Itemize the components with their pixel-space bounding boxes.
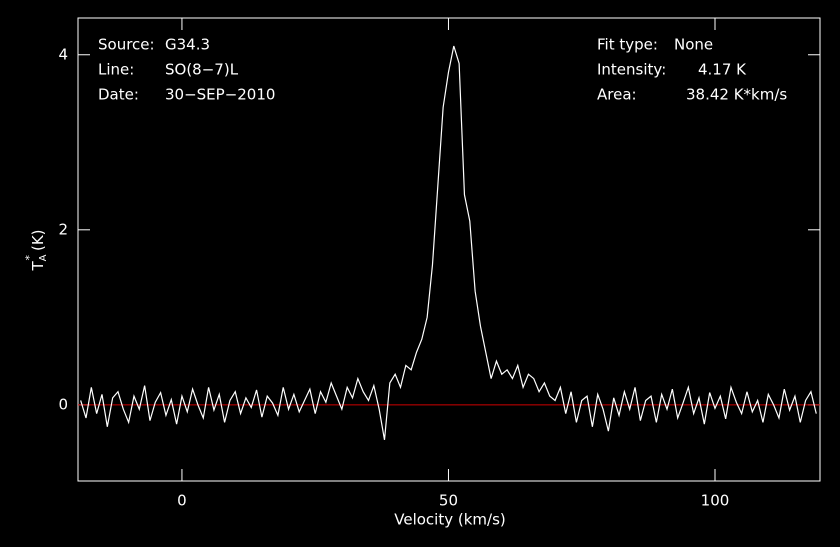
x-tick-label: 50: [439, 492, 458, 510]
info-value: 4.17 K: [698, 61, 747, 79]
x-tick-label: 100: [701, 492, 730, 510]
y-label-sup: *: [23, 255, 36, 261]
x-axis-label: Velocity (km/s): [394, 511, 505, 529]
y-label-text: TA* (K): [23, 229, 49, 271]
y-label-sub: A: [38, 254, 49, 261]
info-label: Area:: [597, 86, 637, 104]
y-tick-label: 2: [58, 220, 68, 238]
y-tick-label: 0: [58, 395, 68, 413]
info-value: 30−SEP−2010: [165, 86, 275, 104]
info-value: SO(8−7)L: [165, 61, 239, 79]
info-value: 38.42 K*km/s: [686, 86, 787, 104]
y-tick-label: 4: [58, 45, 68, 63]
info-label: Source:: [98, 36, 155, 54]
x-tick-label: 0: [177, 492, 187, 510]
info-label: Intensity:: [597, 61, 666, 79]
info-label: Date:: [98, 86, 139, 104]
info-label: Fit type:: [597, 36, 658, 54]
spectrum-line: [80, 45, 817, 440]
info-label: Line:: [98, 61, 134, 79]
y-axis-label: TA* (K): [23, 229, 49, 271]
y-label-unit: (K): [29, 229, 47, 251]
y-label-main: T: [29, 261, 47, 272]
info-value: G34.3: [165, 36, 210, 54]
plot-frame: [77, 17, 821, 482]
info-value: None: [674, 36, 713, 54]
